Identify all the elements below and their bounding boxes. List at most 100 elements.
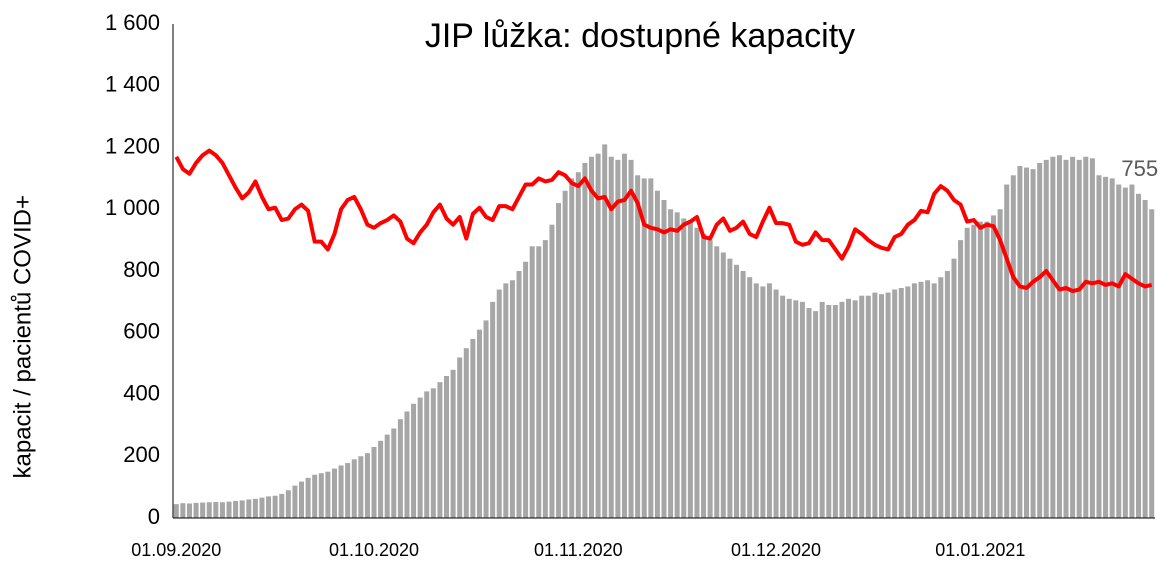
bar xyxy=(813,311,819,518)
y-tick-label: 800 xyxy=(123,257,160,282)
bar xyxy=(1129,184,1135,519)
bar xyxy=(331,468,337,518)
bar xyxy=(509,280,515,518)
bar xyxy=(299,481,305,518)
x-tick-label: 01.12.2020 xyxy=(731,540,821,560)
bar xyxy=(437,382,443,518)
bar xyxy=(292,485,298,518)
y-axis-label: kapacit / pacientů COVID+ xyxy=(9,195,36,478)
bar xyxy=(1149,209,1155,518)
bar xyxy=(378,440,384,518)
bar xyxy=(687,221,693,518)
bar xyxy=(549,224,555,518)
bar xyxy=(872,292,878,518)
bar xyxy=(444,375,450,518)
bar xyxy=(562,190,568,518)
y-tick-label: 600 xyxy=(123,319,160,344)
bar xyxy=(463,348,469,518)
bar xyxy=(325,471,331,518)
bar xyxy=(252,498,258,518)
bar xyxy=(951,258,957,518)
bar xyxy=(1043,159,1049,518)
bar xyxy=(1030,169,1036,519)
bar xyxy=(582,162,588,518)
bar xyxy=(1109,178,1115,518)
bar xyxy=(740,271,746,518)
bar xyxy=(747,277,753,518)
bar xyxy=(193,502,199,518)
x-tick-label: 01.09.2020 xyxy=(131,540,221,560)
bar xyxy=(569,178,575,518)
bar xyxy=(701,233,707,518)
bar xyxy=(318,473,324,518)
bar xyxy=(226,501,232,518)
bar xyxy=(1010,175,1016,518)
bar xyxy=(773,289,779,518)
bar xyxy=(391,428,397,518)
bar xyxy=(786,298,792,518)
bar xyxy=(878,294,884,518)
bar xyxy=(905,286,911,518)
bar xyxy=(839,301,845,518)
bar xyxy=(397,419,403,518)
bar xyxy=(654,190,660,518)
bar xyxy=(964,227,970,518)
bar xyxy=(733,264,740,518)
bar xyxy=(806,308,812,518)
line xyxy=(174,148,1153,294)
bar xyxy=(345,463,351,518)
bar xyxy=(1089,158,1095,518)
bar xyxy=(1017,166,1023,518)
y-tick-label: 1 200 xyxy=(105,133,160,158)
bar xyxy=(1070,156,1076,518)
bar xyxy=(1076,159,1082,518)
bar xyxy=(885,292,891,518)
bar xyxy=(753,283,759,518)
bar xyxy=(674,212,680,518)
bar xyxy=(846,298,852,518)
x-tick-label: 01.10.2020 xyxy=(329,540,419,560)
bar xyxy=(312,474,318,518)
bar xyxy=(364,453,370,518)
bar xyxy=(351,459,357,518)
y-tick-label: 400 xyxy=(123,380,160,405)
bar xyxy=(457,357,463,518)
x-tick-label: 01.01.2021 xyxy=(935,540,1025,560)
bar xyxy=(648,178,654,518)
bar xyxy=(1056,155,1062,518)
bar xyxy=(1103,176,1109,519)
bar xyxy=(991,215,997,519)
bar xyxy=(628,159,634,518)
bar xyxy=(588,156,595,518)
bar xyxy=(727,258,733,518)
bar xyxy=(720,252,726,518)
bar xyxy=(233,501,239,518)
bar xyxy=(305,477,311,518)
bar xyxy=(694,227,700,518)
bar xyxy=(371,446,377,518)
bar xyxy=(279,493,285,518)
bar xyxy=(997,209,1003,518)
bar xyxy=(496,289,502,518)
bar xyxy=(668,209,674,518)
bar xyxy=(918,281,924,518)
bar xyxy=(556,203,562,518)
bar xyxy=(925,280,931,518)
bar xyxy=(832,304,838,518)
bar xyxy=(470,338,476,518)
bar xyxy=(1083,156,1089,518)
bar xyxy=(780,295,786,518)
bar xyxy=(1063,159,1069,518)
bar xyxy=(1096,175,1102,518)
bar xyxy=(529,246,535,519)
bar xyxy=(898,287,904,518)
bar xyxy=(938,277,944,518)
bar xyxy=(826,304,832,518)
bar xyxy=(984,221,990,518)
bar xyxy=(200,502,206,518)
bar xyxy=(977,221,983,518)
bar xyxy=(635,175,641,518)
bar xyxy=(503,283,509,518)
bar xyxy=(1023,167,1029,518)
